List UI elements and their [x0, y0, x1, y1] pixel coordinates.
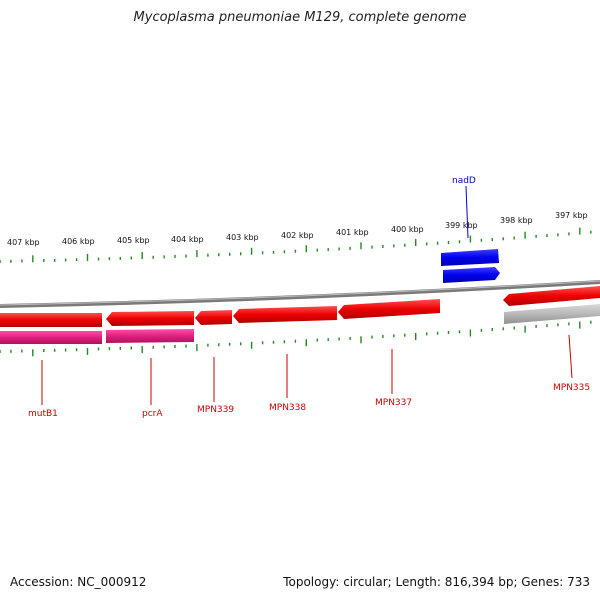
gene-label-MPN337[interactable]: MPN337	[375, 398, 412, 408]
accession-label: Accession:	[10, 575, 74, 589]
scale-label: 406 kbp	[62, 237, 95, 246]
genes-label: Genes:	[521, 575, 564, 589]
accession-info: Accession: NC_000912	[10, 575, 146, 589]
topology-label: Topology:	[283, 575, 340, 589]
gene-MPN337-arrow[interactable]	[338, 299, 440, 319]
genome-backbone	[0, 280, 600, 308]
map-title: Mycoplasma pneumoniae M129, complete gen…	[133, 10, 467, 25]
feature-block	[106, 329, 194, 343]
gene-label-MPN339[interactable]: MPN339	[197, 405, 234, 415]
gene-labels: mutB1 pcrA MPN339 MPN338 MPN337 nadD MPN…	[28, 176, 590, 419]
scale-label: 405 kbp	[117, 236, 150, 245]
genome-stats: Topology: circular; Length: 816,394 bp; …	[283, 575, 590, 589]
gene-arrow	[441, 249, 499, 266]
gene-track-upper	[0, 286, 600, 327]
scale-label: 397 kbp	[555, 211, 588, 220]
feature-block	[0, 331, 102, 344]
gene-nadD[interactable]	[441, 249, 500, 283]
gene-label-nadD[interactable]: nadD	[452, 176, 476, 186]
gene-label-MPN338[interactable]: MPN338	[269, 403, 306, 413]
gene-track-lower	[0, 304, 600, 344]
topology-value: circular	[343, 575, 388, 589]
inner-scale	[0, 320, 592, 357]
scale-label: 400 kbp	[391, 225, 424, 234]
accession-value: NC_000912	[77, 575, 147, 589]
scale-label: 402 kbp	[281, 231, 314, 240]
gene-pcrA-arrow[interactable]	[106, 311, 194, 326]
gene-mutB1-arrow[interactable]	[0, 313, 102, 327]
gene-MPN335-arrow[interactable]	[503, 286, 600, 306]
scale-label: 404 kbp	[171, 235, 204, 244]
scale-label: 398 kbp	[500, 216, 533, 225]
gene-label-MPN335[interactable]: MPN335	[553, 383, 590, 393]
genome-backbone-highlight	[0, 280, 600, 306]
scale-label: 399 kbp	[445, 221, 478, 230]
scale-label: 401 kbp	[336, 228, 369, 237]
outer-scale	[0, 227, 592, 263]
gene-MPN338-arrow[interactable]	[233, 306, 337, 323]
feature-block	[504, 304, 600, 324]
length-label: Length:	[395, 575, 441, 589]
gene-MPN339-arrow[interactable]	[195, 310, 232, 325]
genes-value: 733	[567, 575, 590, 589]
scale-label: 407 kbp	[7, 238, 40, 247]
scale-label: 403 kbp	[226, 233, 259, 242]
scale-labels: 407 kbp 406 kbp 405 kbp 404 kbp 403 kbp …	[7, 211, 588, 247]
gene-label-pcrA[interactable]: pcrA	[142, 409, 163, 419]
gene-label-mutB1[interactable]: mutB1	[28, 409, 58, 419]
gene-arrow	[443, 267, 500, 283]
length-value: 816,394 bp	[444, 575, 514, 589]
